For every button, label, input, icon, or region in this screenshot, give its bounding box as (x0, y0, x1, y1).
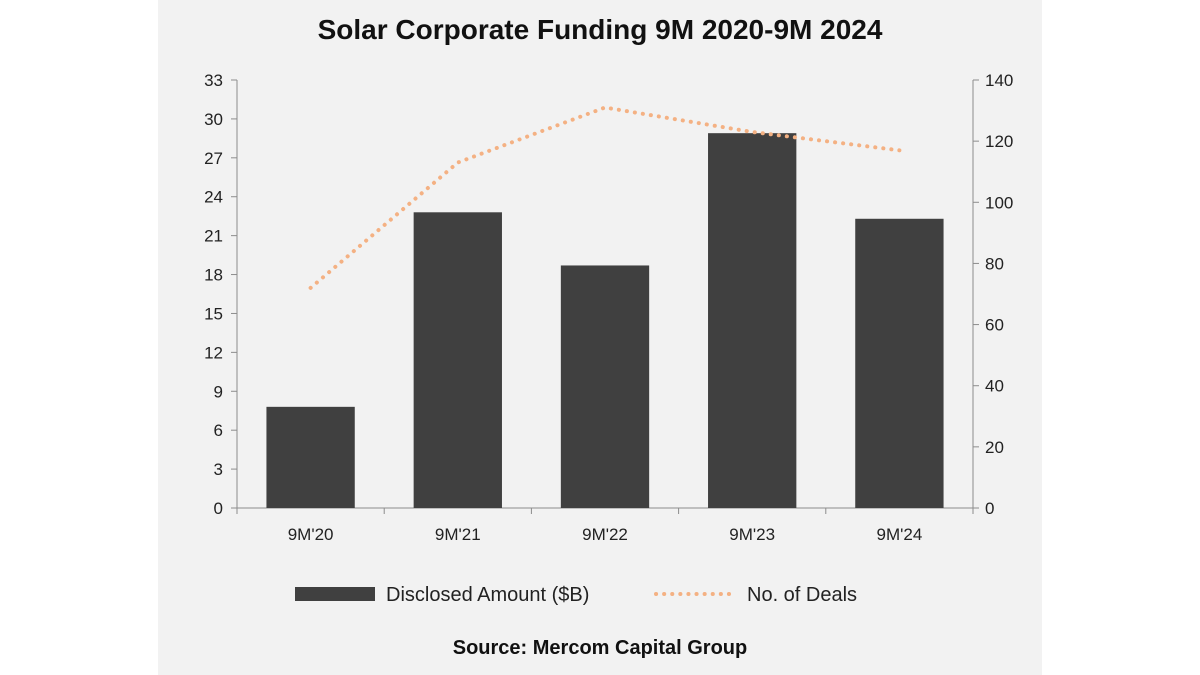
right-axis-tick-label: 120 (985, 132, 1013, 151)
left-axis-tick-label: 24 (204, 188, 223, 207)
x-axis-tick-label: 9M'23 (729, 525, 775, 544)
left-axis-tick-label: 33 (204, 71, 223, 90)
axes-group: 0 3 6 9 12 15 18 21 24 27 30 33 0 20 40 60 80 100 120 140 9M… (204, 71, 1013, 544)
x-axis-tick-label: 9M'24 (877, 525, 923, 544)
bar-disclosed-amount (560, 265, 650, 508)
left-axis-tick-label: 18 (204, 266, 223, 285)
right-axis-tick-label: 60 (985, 316, 1004, 335)
deals-line (308, 105, 902, 290)
legend-group: Disclosed Amount ($B) No. of Deals (295, 584, 857, 606)
bar-disclosed-amount (708, 133, 797, 508)
left-axis-tick-label: 15 (204, 304, 223, 323)
left-axis-tick-label: 12 (204, 343, 223, 362)
right-axis-tick-label: 100 (985, 193, 1013, 212)
bar-disclosed-amount (266, 406, 355, 508)
source-note: Source: Mercom Capital Group (452, 637, 748, 659)
left-axis-tick-label: 9 (214, 382, 223, 401)
chart-title: Solar Corporate Funding 9M 2020-9M 2024 (317, 14, 883, 45)
bars-group (266, 133, 944, 509)
left-axis-tick-label: 3 (214, 460, 223, 479)
x-axis-tick-label: 9M'22 (582, 525, 628, 544)
right-axis-tick-label: 40 (985, 377, 1004, 396)
right-axis-tick-label: 0 (985, 499, 994, 518)
right-axis-tick-label: 20 (985, 438, 1004, 457)
left-axis-tick-label: 6 (214, 421, 223, 440)
right-axis-tick-label: 140 (985, 71, 1013, 90)
legend-label-deals: No. of Deals (747, 584, 857, 606)
x-axis-tick-label: 9M'21 (435, 525, 481, 544)
left-axis-tick-label: 21 (204, 227, 223, 246)
bar-disclosed-amount (855, 218, 944, 508)
left-axis-tick-label: 30 (204, 110, 223, 129)
x-axis-tick-label: 9M'20 (288, 525, 334, 544)
left-axis-tick-label: 0 (214, 499, 223, 518)
legend-swatch-disclosed-amount (295, 587, 375, 601)
left-axis-tick-label: 27 (204, 149, 223, 168)
legend-label-disclosed-amount: Disclosed Amount ($B) (386, 584, 589, 606)
bar-disclosed-amount (413, 212, 502, 509)
right-axis-tick-label: 80 (985, 254, 1004, 273)
deals-line-group (308, 105, 902, 290)
